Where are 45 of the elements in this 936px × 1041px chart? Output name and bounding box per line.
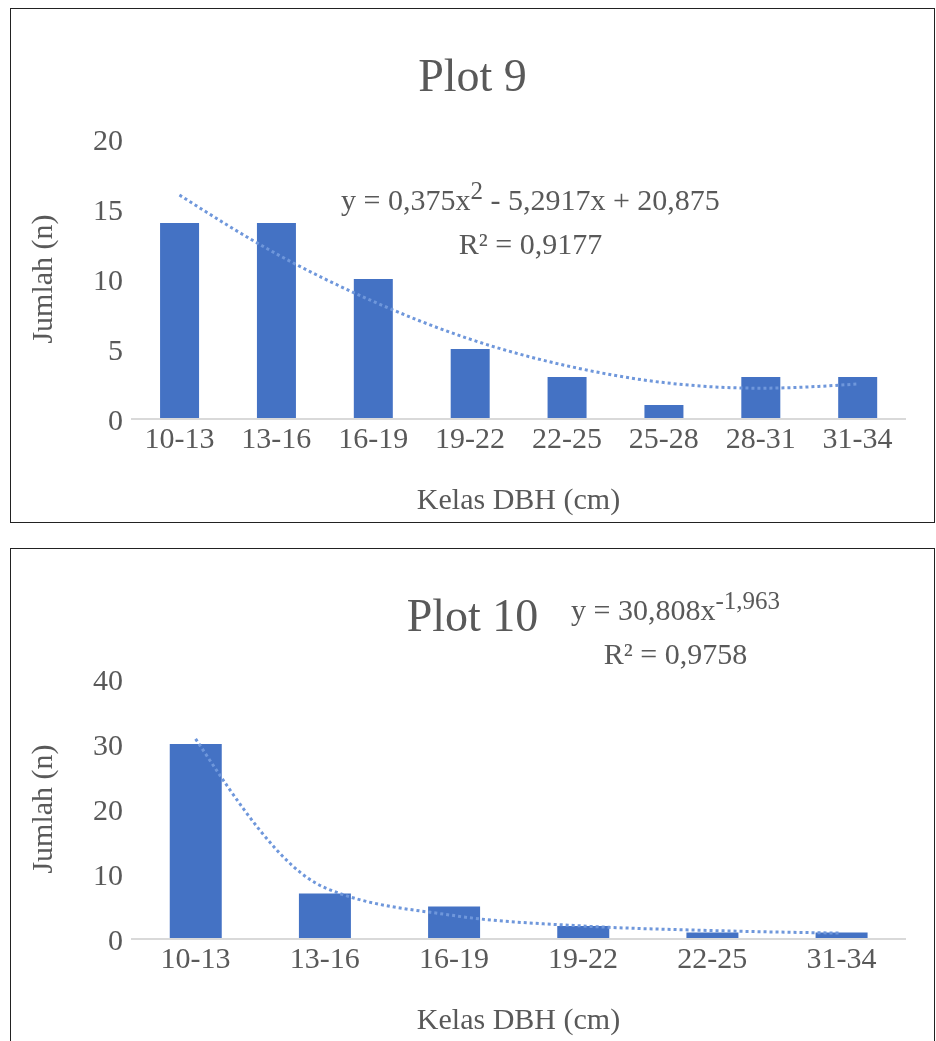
x-tick-label: 31-34	[822, 421, 893, 455]
annotation: R² = 0,9177	[457, 226, 604, 262]
bar	[169, 744, 222, 939]
y-tick-label: 15	[93, 192, 123, 226]
text: R² = 0,9758	[602, 636, 749, 672]
x-axis-title: Kelas DBH (cm)	[416, 482, 621, 516]
y-tick-label: 5	[108, 332, 123, 366]
bar	[353, 279, 393, 419]
x-tick-label: 16-19	[338, 421, 409, 455]
y-tick-label: 40	[93, 662, 123, 696]
x-tick-label: 13-16	[289, 941, 360, 975]
text: y = 30,808x$^{-1,963}$	[571, 586, 780, 628]
x-tick-label: 13-16	[241, 421, 312, 455]
x-tick-label: 16-19	[418, 941, 489, 975]
bar	[838, 377, 878, 419]
y-tick-label: 10	[93, 857, 123, 891]
x-tick-label: 19-22	[435, 421, 506, 455]
y-tick-label: 30	[93, 727, 123, 761]
bar	[160, 223, 200, 419]
bar	[428, 906, 481, 939]
x-tick-label: 10-13	[144, 421, 215, 455]
bar	[298, 893, 351, 939]
x-tick-label: 22-25	[677, 941, 748, 975]
y-tick-label: 10	[93, 262, 123, 296]
annotation: y = 0,375x$^{2}$ - 5,2917x + 20,875	[341, 176, 720, 218]
chart-title: Plot 10	[406, 590, 539, 641]
y-tick-label: 0	[108, 922, 123, 956]
x-tick-label: 22-25	[531, 421, 602, 455]
x-tick-label: 31-34	[806, 941, 877, 975]
bar	[741, 377, 781, 419]
x-tick-label: 10-13	[160, 941, 231, 975]
x-tick-label: 28-31	[725, 421, 796, 455]
bar	[644, 405, 684, 419]
x-axis-title: Kelas DBH (cm)	[416, 1002, 621, 1036]
x-tick-label: 25-28	[628, 421, 699, 455]
y-axis-title: Jumlah (n)	[24, 744, 59, 874]
y-tick-label: 20	[93, 122, 123, 156]
y-axis-title: Jumlah (n)	[24, 214, 59, 344]
bar	[547, 377, 587, 419]
y-tick-label: 20	[93, 792, 123, 826]
chart-title: Plot 9	[417, 49, 528, 102]
y-tick-label: 0	[108, 402, 123, 436]
bar	[450, 349, 490, 419]
x-tick-label: 19-22	[548, 941, 619, 975]
bar	[256, 223, 296, 419]
